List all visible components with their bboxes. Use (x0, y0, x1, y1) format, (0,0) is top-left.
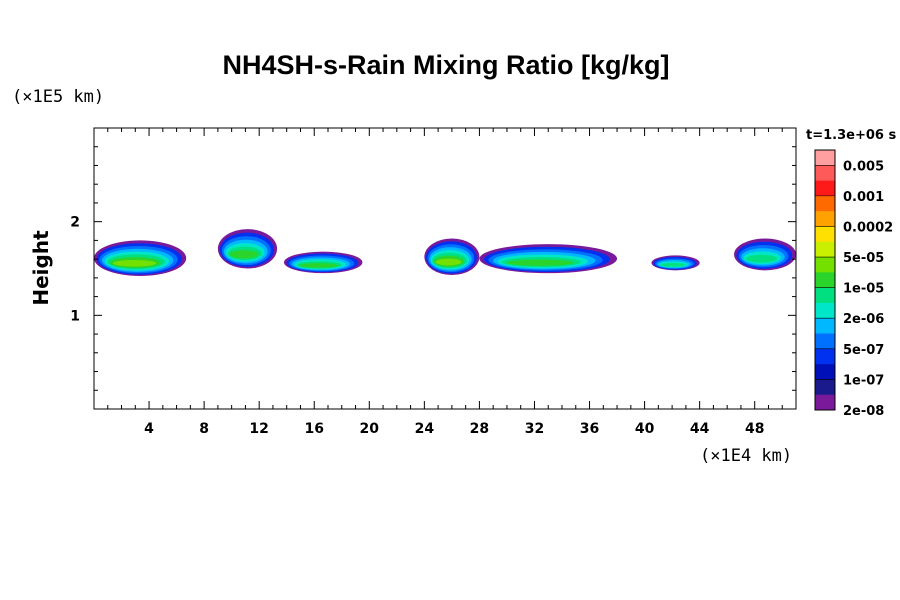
cloud-cell (94, 240, 187, 276)
x-tick-label: 12 (249, 421, 268, 437)
cloud-cell (283, 251, 363, 274)
colorbar-label: 5e-07 (843, 343, 884, 358)
colorbar-label: 2e-08 (843, 404, 884, 419)
x-tick-label: 32 (525, 421, 544, 437)
y-unit-label: (×1E5 km) (12, 87, 104, 107)
colorbar-swatch (815, 226, 835, 243)
x-tick-label: 48 (745, 421, 764, 437)
x-tick-labels: 4 8 12 16 20 24 28 32 36 40 44 48 (144, 421, 764, 437)
colorbar-label: 1e-05 (843, 282, 884, 297)
colorbar-swatch (815, 211, 835, 227)
cloud-cell (424, 238, 480, 276)
colorbar-swatch (815, 302, 835, 319)
colorbar-swatch (815, 272, 835, 288)
colorbar-swatch (815, 241, 835, 258)
colorbar-label: 1e-07 (843, 373, 884, 388)
colorbar-label: 0.001 (843, 190, 884, 205)
contour-level (745, 254, 778, 263)
colorbar-swatch (815, 287, 835, 304)
colorbar-swatch (815, 195, 835, 212)
time-label: t=1.3e+06 s (806, 128, 896, 143)
x-tick-label: 20 (360, 421, 380, 437)
chart-title: NH4SH-s-Rain Mixing Ratio [kg/kg] (222, 50, 669, 80)
cloud-cell (734, 238, 796, 271)
colorbar-swatch (815, 394, 835, 411)
x-tick-label: 16 (304, 421, 323, 437)
colorbar-swatch (815, 379, 835, 396)
contour-level (112, 259, 157, 267)
contour-field (94, 229, 796, 276)
colorbar-label: 5e-05 (843, 251, 884, 266)
plot-frame (93, 127, 797, 410)
contour-level (660, 263, 686, 267)
contour-level (299, 263, 338, 268)
x-tick-label: 44 (690, 421, 710, 437)
colorbar-swatch (815, 150, 835, 166)
x-tick-label: 28 (470, 421, 489, 437)
colorbar-swatch (815, 364, 835, 380)
contour-level (435, 258, 462, 266)
x-tick-label: 24 (415, 421, 435, 437)
colorbar-swatch (815, 348, 835, 365)
axis-ticks (94, 128, 796, 409)
colorbar-label: 0.0002 (843, 220, 893, 235)
colorbar-swatch (815, 257, 835, 273)
colorbar-swatch (815, 333, 835, 350)
y-tick-labels: 12 (70, 215, 80, 325)
cloud-cell (479, 244, 618, 274)
x-tick-label: 4 (144, 421, 154, 437)
y-tick-label: 2 (70, 215, 80, 231)
colorbar: 0.005 0.001 0.0002 5e-05 1e-05 2e-06 5e-07 1e-0… (814, 149, 893, 419)
contour-level (229, 250, 259, 259)
cloud-cell (217, 229, 278, 269)
x-unit-label: (×1E4 km) (700, 446, 792, 466)
y-axis-label: Height (29, 230, 53, 306)
colorbar-swatch (815, 180, 835, 197)
colorbar-label: 2e-06 (843, 312, 884, 327)
x-tick-label: 36 (580, 421, 599, 437)
x-tick-label: 40 (635, 421, 655, 437)
colorbar-label: 0.005 (843, 159, 884, 174)
cloud-cell (651, 255, 700, 271)
x-tick-label: 8 (199, 421, 209, 437)
colorbar-swatch (815, 165, 835, 181)
y-tick-label: 1 (70, 308, 80, 324)
colorbar-swatch (815, 318, 835, 334)
contour-level (506, 259, 574, 266)
